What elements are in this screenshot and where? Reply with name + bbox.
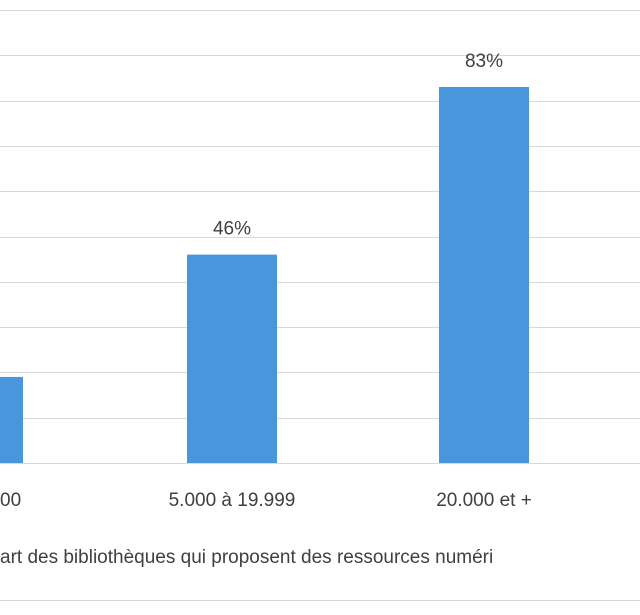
x-tick-label: 20.000 et + — [436, 490, 532, 511]
bar-chart: 46% 83% 00 5.000 à 19.999 20.000 et + — [0, 10, 640, 511]
bar — [439, 87, 529, 463]
x-tick-label: 5.000 à 19.999 — [169, 490, 296, 511]
legend-label: art des bibliothèques qui proposent des … — [0, 547, 494, 568]
x-tick-labels: 00 5.000 à 19.999 20.000 et + — [0, 490, 532, 511]
data-labels: 46% 83% — [213, 51, 503, 240]
data-label: 46% — [213, 219, 251, 240]
bars — [0, 87, 529, 463]
gridlines — [0, 10, 640, 464]
bar — [187, 254, 277, 463]
x-tick-label: 00 — [0, 490, 21, 511]
bottom-divider — [0, 600, 640, 601]
bar — [0, 376, 23, 463]
data-label: 83% — [465, 51, 503, 72]
